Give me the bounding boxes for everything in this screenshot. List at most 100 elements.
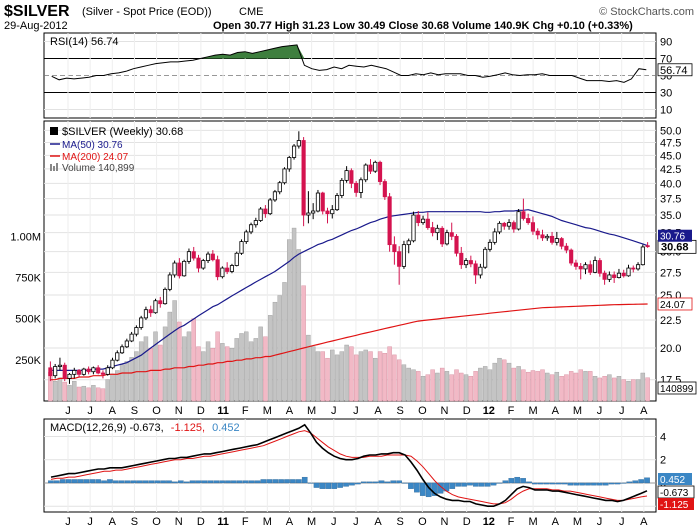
candle-body bbox=[526, 218, 531, 224]
volume-bar bbox=[215, 331, 220, 402]
candle bbox=[282, 167, 287, 185]
volume-bar bbox=[167, 311, 173, 402]
candle bbox=[597, 258, 602, 277]
candle bbox=[516, 209, 521, 231]
candle bbox=[387, 193, 392, 252]
candle bbox=[492, 228, 497, 245]
volume-bar bbox=[487, 369, 493, 402]
candle bbox=[578, 263, 583, 280]
candle bbox=[186, 248, 192, 264]
volume-bar bbox=[497, 357, 502, 402]
volume-bar bbox=[435, 372, 440, 402]
candle bbox=[205, 251, 211, 264]
x-tick-label: O bbox=[152, 516, 161, 528]
candle-body bbox=[449, 232, 454, 237]
candle bbox=[459, 246, 464, 269]
candle bbox=[119, 344, 125, 355]
macd-hist-label: 0.452 bbox=[658, 473, 692, 486]
x-axis-bottom: J J A S O N D 11 F M A M J J A S O N D 12 F M A M J J A bbox=[65, 516, 648, 528]
volume-bar bbox=[287, 239, 292, 402]
macd-hist-bar bbox=[614, 482, 621, 485]
volume-bar bbox=[449, 374, 454, 402]
x-tick-label: A bbox=[286, 405, 294, 417]
volume-bar bbox=[611, 377, 617, 402]
volume-bar bbox=[115, 370, 120, 402]
candle-body bbox=[253, 220, 258, 226]
x-tick-label: M bbox=[529, 516, 538, 528]
volume-bar bbox=[148, 348, 153, 402]
candle bbox=[502, 221, 507, 230]
macd-hist-bar bbox=[59, 479, 66, 484]
macd-hist-bar bbox=[107, 479, 113, 484]
candle-body bbox=[588, 264, 593, 273]
candle-body bbox=[234, 252, 239, 266]
legend-ma50: MA(50) 30.76 bbox=[62, 140, 123, 151]
candle-body bbox=[282, 168, 287, 184]
volume-bar bbox=[81, 385, 87, 402]
candle bbox=[602, 270, 607, 285]
candle-body bbox=[473, 263, 478, 276]
svg-text:-0.673: -0.673 bbox=[660, 488, 689, 499]
x-tick-label: J bbox=[331, 516, 337, 528]
macd-hist-bar bbox=[638, 479, 644, 484]
macd-hist-bar bbox=[597, 482, 603, 486]
candle-body bbox=[110, 359, 115, 369]
candle bbox=[526, 213, 531, 225]
x-tick-label: J bbox=[597, 516, 603, 528]
candle bbox=[201, 258, 206, 270]
x-tick-label: J bbox=[331, 405, 337, 417]
x-tick-label: M bbox=[573, 405, 582, 417]
volume-bar bbox=[95, 387, 101, 402]
candle-body bbox=[487, 241, 493, 250]
candle bbox=[592, 256, 598, 274]
x-tick-label: S bbox=[397, 516, 404, 528]
candle-body bbox=[115, 352, 120, 361]
candle-body bbox=[502, 222, 507, 227]
volume-bar bbox=[559, 376, 564, 402]
candle bbox=[277, 180, 282, 195]
volume-bar bbox=[387, 346, 392, 402]
macd-hist-bar bbox=[237, 480, 243, 484]
candle-body bbox=[468, 260, 473, 265]
volume-bar bbox=[478, 367, 483, 402]
candle-body bbox=[463, 260, 469, 266]
macd-line bbox=[50, 423, 648, 507]
candle bbox=[569, 248, 574, 266]
x-tick-label: S bbox=[397, 405, 404, 417]
candle-body bbox=[143, 309, 149, 319]
candle bbox=[91, 366, 96, 375]
candle-body bbox=[363, 164, 368, 181]
candle-body bbox=[158, 300, 163, 305]
macd-hist-bar bbox=[626, 481, 633, 484]
macd-hist-bar bbox=[101, 480, 107, 484]
volume-bars bbox=[48, 227, 650, 402]
svg-text:140899: 140899 bbox=[660, 384, 694, 395]
volume-bar bbox=[635, 379, 641, 402]
candle bbox=[430, 221, 435, 237]
candle bbox=[129, 331, 134, 343]
volume-bar bbox=[134, 351, 139, 402]
volume-bar bbox=[119, 364, 125, 402]
volume-bar bbox=[205, 341, 211, 402]
volume-bar bbox=[105, 379, 110, 402]
macd-hist-bar bbox=[543, 482, 550, 485]
macd-hist-bar bbox=[83, 479, 90, 484]
candle-body bbox=[229, 265, 235, 272]
volume-bar bbox=[210, 348, 216, 402]
candle-body bbox=[72, 369, 77, 375]
volume-bar bbox=[220, 343, 225, 402]
volume-bar bbox=[172, 300, 177, 402]
candle-body bbox=[592, 260, 598, 273]
candle-body bbox=[368, 164, 373, 172]
macd-hist-bar bbox=[520, 478, 526, 484]
rsi-tick-label: 70 bbox=[660, 54, 672, 66]
volume-bar bbox=[439, 367, 445, 402]
candle bbox=[325, 207, 330, 224]
macd-hist-bar bbox=[272, 479, 279, 484]
x-tick-label: N bbox=[175, 516, 183, 528]
macd-hist-bar bbox=[579, 482, 585, 486]
candle-body bbox=[392, 244, 397, 253]
volume-bar bbox=[516, 366, 521, 402]
candle bbox=[573, 259, 579, 270]
